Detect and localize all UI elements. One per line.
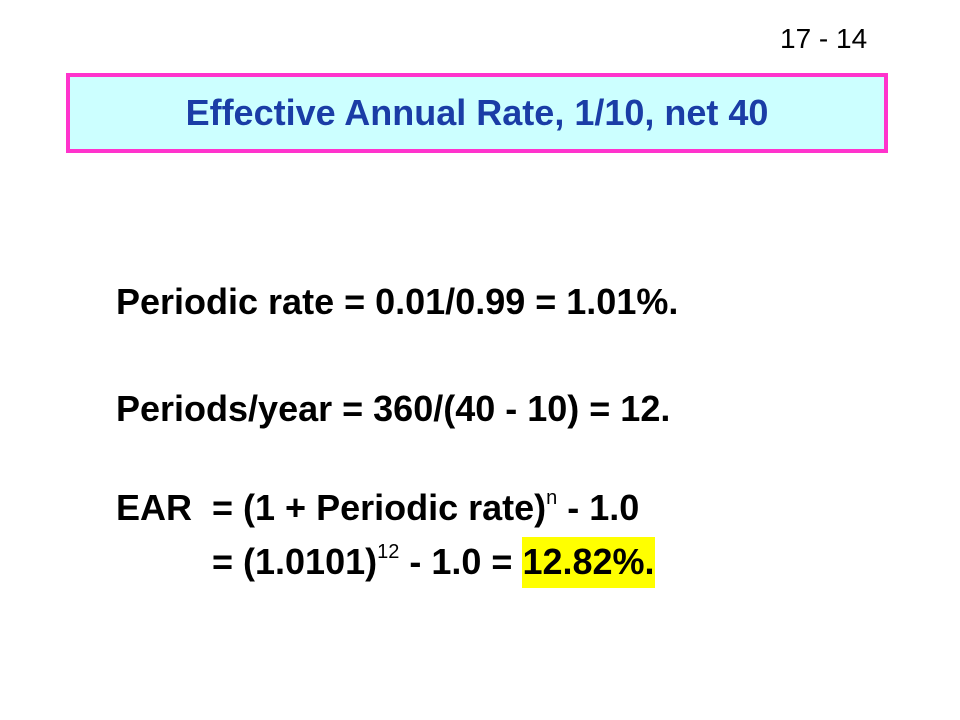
title-box: Effective Annual Rate, 1/10, net 40 [66, 73, 888, 153]
periods-per-year-line: Periods/year = 360/(40 - 10) = 12. [116, 388, 671, 429]
ear-calc-prefix: = (1.0101) [212, 541, 378, 582]
ear-calc-exponent: 12 [377, 541, 400, 563]
ear-formula-exponent: n [546, 487, 558, 509]
slide-title: Effective Annual Rate, 1/10, net 40 [185, 92, 769, 133]
ear-formula-prefix: = (1 + Periodic rate) [212, 487, 547, 528]
ear-calculation-line: = (1.0101)12 - 1.0 = 12.82%. [212, 537, 655, 588]
ear-formula-line: = (1 + Periodic rate)n - 1.0 [212, 486, 639, 530]
ear-calc-suffix: - 1.0 = [399, 541, 523, 582]
ear-formula-suffix: - 1.0 [557, 487, 640, 528]
ear-label: EAR [116, 487, 193, 528]
slide-number: 17 - 14 [780, 23, 868, 54]
periodic-rate-line: Periodic rate = 0.01/0.99 = 1.01%. [116, 281, 679, 322]
ear-result-highlight: 12.82%. [522, 537, 655, 588]
